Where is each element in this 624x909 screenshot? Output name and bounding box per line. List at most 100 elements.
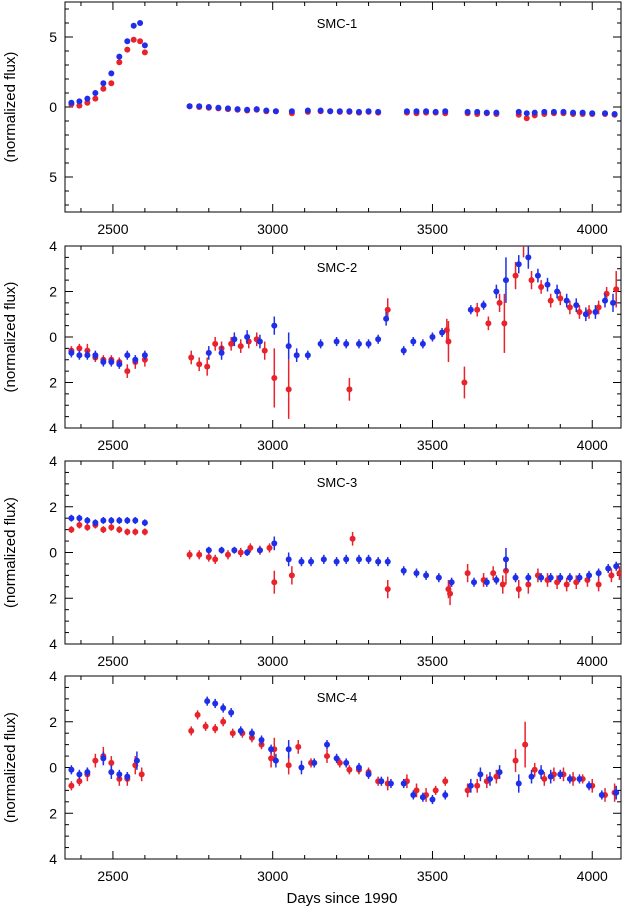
data-point — [523, 115, 530, 122]
data-point — [573, 302, 580, 309]
data-point — [435, 574, 442, 581]
x-tick-label: 3500 — [417, 437, 448, 453]
data-point — [261, 347, 268, 354]
data-point — [442, 108, 449, 115]
data-point — [116, 771, 123, 778]
data-point — [229, 730, 236, 737]
data-point — [288, 572, 295, 579]
data-point — [256, 547, 263, 554]
data-point — [100, 755, 107, 762]
data-point — [384, 558, 391, 565]
data-point — [445, 338, 452, 345]
data-point — [218, 349, 225, 356]
x-tick-label: 3000 — [257, 868, 288, 884]
data-point — [523, 110, 530, 117]
data-point — [84, 352, 91, 359]
data-point — [124, 517, 131, 524]
data-point — [204, 363, 211, 370]
data-point — [576, 775, 583, 782]
data-point — [205, 547, 212, 554]
data-point — [485, 320, 492, 327]
data-point — [547, 574, 554, 581]
data-point — [244, 549, 251, 556]
data-point — [132, 528, 139, 535]
data-point — [528, 277, 535, 284]
data-point — [285, 746, 292, 753]
data-point — [566, 574, 573, 581]
data-point — [439, 329, 446, 336]
y-tick-label: 0 — [49, 545, 57, 561]
y-tick-label: 2 — [49, 499, 57, 515]
panel-title: SMC-2 — [317, 260, 357, 275]
data-point — [220, 705, 227, 712]
data-point — [84, 769, 91, 776]
panel-title: SMC-1 — [317, 16, 357, 31]
data-point — [343, 556, 350, 563]
y-tick-label: 2 — [49, 590, 57, 606]
data-point — [76, 345, 83, 352]
plot-frame — [64, 1, 622, 213]
y-tick-label: 4 — [49, 636, 57, 652]
y-tick-label: 2 — [49, 375, 57, 391]
data-point — [610, 299, 617, 306]
data-point — [355, 556, 362, 563]
data-point — [188, 727, 195, 734]
x-tick-label: 3500 — [417, 868, 448, 884]
data-point — [493, 288, 500, 295]
data-point — [324, 741, 331, 748]
data-point — [272, 757, 279, 764]
data-point — [228, 709, 235, 716]
x-tick-label: 3500 — [417, 221, 448, 237]
data-point — [493, 773, 500, 780]
data-point — [349, 535, 356, 542]
data-point — [212, 725, 219, 732]
panel-3: 2500 3000 3500 4000 4 2 0 2 4 (normalized flux) SM… — [2, 453, 622, 669]
data-point — [333, 338, 340, 345]
data-point — [496, 769, 503, 776]
data-point — [410, 791, 417, 798]
data-point — [413, 787, 420, 794]
data-point — [403, 108, 410, 115]
data-point — [285, 343, 292, 350]
data-point — [525, 574, 532, 581]
data-point — [212, 556, 219, 563]
x-tick-label: 4000 — [577, 653, 608, 669]
data-point — [253, 106, 260, 113]
y-tick-label: 4 — [49, 420, 57, 436]
data-point — [317, 340, 324, 347]
x-tick-label: 3000 — [257, 653, 288, 669]
data-point — [355, 764, 362, 771]
data-point — [304, 352, 311, 359]
data-point — [84, 524, 91, 531]
data-point — [108, 759, 115, 766]
y-axis-label: (normalized flux) — [2, 282, 19, 393]
data-point — [589, 110, 596, 117]
data-point — [512, 757, 519, 764]
data-point — [266, 544, 273, 551]
data-point — [365, 771, 372, 778]
data-point — [68, 515, 75, 522]
data-point — [295, 743, 302, 750]
data-point — [613, 286, 620, 293]
data-point — [486, 775, 493, 782]
y-tick-label: 4 — [49, 238, 57, 254]
data-point — [387, 780, 394, 787]
data-point — [100, 359, 107, 366]
data-point — [92, 352, 99, 359]
data-point — [124, 528, 131, 535]
data-point — [483, 109, 490, 116]
data-point — [244, 334, 251, 340]
data-point — [308, 558, 315, 565]
data-point — [256, 338, 263, 345]
data-point — [432, 787, 439, 794]
data-point — [132, 356, 139, 363]
data-point — [557, 295, 564, 302]
data-point — [141, 519, 148, 526]
data-point — [550, 108, 557, 115]
data-point — [237, 549, 244, 556]
data-point — [501, 320, 508, 327]
data-point — [365, 108, 372, 115]
y-tick-label: 2 — [49, 714, 57, 730]
data-point — [557, 574, 564, 581]
